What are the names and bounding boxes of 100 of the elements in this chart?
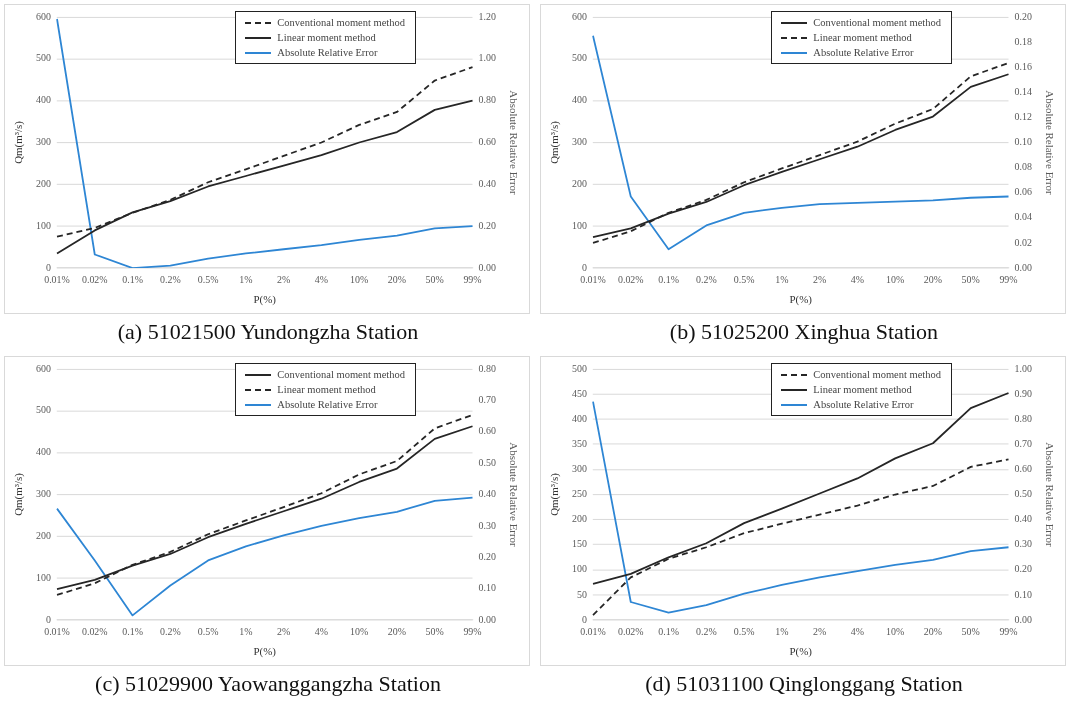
x-tick-label: 0.1% [658,273,679,285]
x-tick-label: 0.1% [122,273,143,285]
x-tick-label: 0.01% [580,625,606,637]
text: (b) 51025200 Xinghua Station [668,319,940,345]
y2-tick-label: 0.50 [478,456,496,468]
y-tick-label: 600 [36,10,52,22]
y-tick-label: 0 [582,613,588,625]
x-tick-label: 4% [314,625,329,637]
x-tick-label: 0.2% [695,625,717,637]
text: (c) 51029900 Yaowanggangzha Station [94,671,442,697]
y-tick-label: 100 [572,563,588,575]
x-tick-label: 0.5% [733,625,755,637]
y2-tick-label: 0.08 [1014,161,1032,173]
y2-tick-label: 0.02 [1014,236,1032,248]
y-axis-title: Qm(m³/s) [12,472,26,516]
x-tick-label: 4% [850,273,865,285]
legend-label: Absolute Relative Error [813,398,914,412]
y-tick-label: 200 [36,529,52,541]
y-tick-label: 500 [572,52,588,64]
y-tick-label: 600 [572,10,588,22]
x-tick-label: 1% [775,273,789,285]
x-tick-label: 0.5% [733,273,755,285]
x-tick-label: 50% [961,625,980,637]
x-tick-label: 2% [813,625,827,637]
y2-tick-label: 0.20 [1014,563,1032,575]
x-tick-label: 4% [314,273,329,285]
x-tick-label: 1% [775,625,789,637]
x-tick-label: 10% [350,625,369,637]
y2-axis-title: Absolute Relative Error [507,442,520,548]
x-tick-label: 0.02% [81,625,108,637]
x-tick-label: 0.2% [159,273,181,285]
x-tick-label: 0.02% [617,273,644,285]
x-tick-label: 0.2% [159,625,181,637]
x-tick-label: 1% [239,625,253,637]
y-tick-label: 100 [36,571,52,583]
y2-tick-label: 0.10 [1014,588,1032,600]
x-tick-label: 4% [850,625,865,637]
x-tick-label: 0.1% [658,625,679,637]
y-tick-label: 500 [36,404,52,416]
y-axis-title: Qm(m³/s) [548,120,562,164]
x-tick-label: 20% [387,273,407,285]
y-tick-label: 450 [572,387,588,399]
y-tick-label: 100 [36,219,52,231]
y2-tick-label: 1.00 [478,52,496,64]
y2-axis-title: Absolute Relative Error [1043,442,1056,548]
y2-tick-label: 0.14 [1014,85,1032,97]
y-tick-label: 200 [572,177,588,189]
y2-tick-label: 0.30 [478,519,496,531]
y-tick-label: 400 [36,446,52,458]
y-tick-label: 600 [36,362,52,374]
y2-tick-label: 1.20 [478,10,496,22]
legend-label: Conventional moment method [277,368,406,382]
y-tick-label: 200 [572,513,588,525]
x-tick-label: 99% [999,273,1018,285]
x-axis-title: P(%) [789,645,813,659]
x-axis-title: P(%) [253,293,277,307]
legend-label: Conventional moment method [813,368,942,382]
y2-axis-title: Absolute Relative Error [1043,90,1056,196]
y-tick-label: 350 [572,437,588,449]
y-tick-label: 100 [572,219,588,231]
y2-tick-label: 0.20 [478,550,496,562]
y2-tick-label: 0.80 [1014,412,1032,424]
x-tick-label: 10% [886,273,905,285]
x-tick-label: 2% [277,625,291,637]
y2-tick-label: 0.70 [478,393,496,405]
x-tick-label: 2% [277,273,291,285]
x-tick-label: 2% [813,273,827,285]
y2-tick-label: 0.30 [1014,538,1032,550]
y-tick-label: 400 [572,412,588,424]
y2-tick-label: 0.40 [1014,513,1032,525]
legend-label: Absolute Relative Error [813,46,914,60]
x-tick-label: 99% [463,273,482,285]
y2-tick-label: 0.90 [1014,387,1032,399]
y2-tick-label: 0.00 [478,613,496,625]
x-tick-label: 1% [239,273,253,285]
x-tick-label: 20% [387,625,407,637]
x-tick-label: 0.2% [695,273,717,285]
legend-label: Absolute Relative Error [277,46,378,60]
legend-label: Conventional moment method [277,16,406,30]
y-tick-label: 150 [572,538,588,550]
y-tick-label: 0 [582,261,588,273]
legend-label: Linear moment method [813,31,912,45]
legend-label: Absolute Relative Error [277,398,378,412]
y-tick-label: 500 [36,52,52,64]
y2-tick-label: 0.00 [1014,613,1032,625]
y-tick-label: 300 [572,136,588,148]
y2-tick-label: 0.80 [478,94,496,106]
y-tick-label: 0 [46,613,52,625]
x-tick-label: 0.5% [197,273,219,285]
y2-tick-label: 0.16 [1014,60,1032,72]
y2-tick-label: 0.80 [478,362,496,374]
y-axis-title: Qm(m³/s) [548,472,562,516]
y-tick-label: 250 [572,488,588,500]
y-tick-label: 500 [572,362,588,374]
x-tick-label: 10% [886,625,905,637]
y-tick-label: 300 [36,488,52,500]
y2-tick-label: 0.60 [1014,463,1032,474]
x-tick-label: 10% [350,273,369,285]
y2-tick-label: 0.40 [478,177,496,189]
legend-label: Linear moment method [277,31,376,45]
